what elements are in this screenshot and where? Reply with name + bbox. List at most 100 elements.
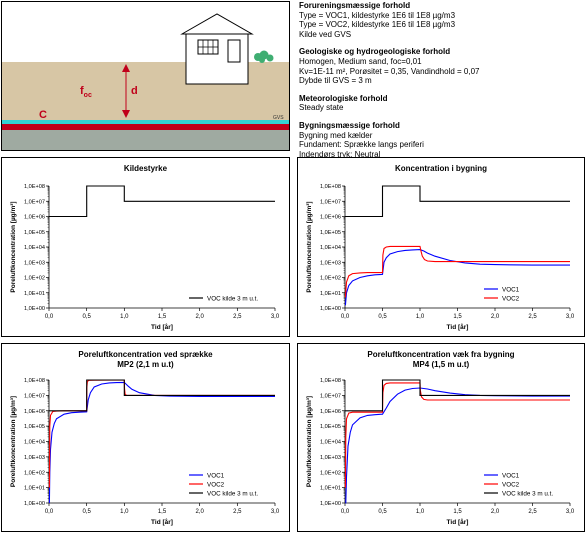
y-tick-label: 1,0E+08: [320, 378, 341, 384]
info-section-contamination: Forureningsmæssige forhold Type = VOC1, …: [299, 1, 585, 39]
series-line: [48, 381, 275, 504]
tree-icon: [254, 50, 274, 63]
section-heading: Bygningsmæssige forhold: [299, 120, 400, 130]
gvs-label: GVS: [273, 115, 284, 121]
x-tick-label: 1,0: [120, 314, 129, 320]
info-line: Kilde ved GVS: [299, 29, 352, 39]
info-line: Dybde til GVS = 3 m: [299, 76, 372, 86]
info-line: Homogen, Medium sand, foc=0,01: [299, 56, 422, 66]
y-tick-label: 1,0E+02: [320, 276, 341, 282]
x-tick-label: 2,0: [491, 509, 500, 515]
x-tick-label: 0,5: [378, 314, 387, 320]
info-section-meteorology: Meteorologiske forhold Steady state: [299, 94, 585, 113]
y-tick-label: 1,0E+04: [24, 245, 45, 251]
x-tick-label: 1,5: [453, 314, 462, 320]
legend-label: VOC1: [207, 472, 225, 479]
info-line: Type = VOC2, kildestyrke 1E6 til 1E8 µg/…: [299, 20, 456, 30]
info-line: Indendørs tryk: Neutral: [299, 149, 381, 159]
y-tick-label: 1,0E+01: [320, 486, 341, 492]
y-tick-label: 1,0E+06: [320, 409, 341, 415]
x-tick-label: 3,0: [566, 509, 575, 515]
y-tick-label: 1,0E+06: [24, 409, 45, 415]
x-tick-label: 1,0: [416, 314, 425, 320]
series-line: [344, 249, 570, 306]
foc-label: foc: [80, 85, 92, 99]
info-line: Fundament: Sprække langs periferi: [299, 140, 424, 150]
x-tick-label: 0,5: [82, 509, 91, 515]
x-tick-label: 0,5: [82, 314, 91, 320]
section-heading: Geologiske og hydrogeologiske forhold: [299, 47, 451, 57]
scenario-description: Forureningsmæssige forhold Type = VOC1, …: [299, 1, 585, 159]
y-tick-label: 1,0E+08: [24, 378, 45, 384]
y-tick-label: 1,0E+06: [24, 215, 45, 221]
depth-arrow: [122, 64, 130, 118]
y-tick-label: 1,0E+05: [320, 424, 341, 430]
y-tick-label: 1,0E+07: [320, 393, 341, 399]
series-line: [344, 245, 570, 298]
site-scene: foc d C GVS: [1, 1, 290, 151]
x-tick-label: 2,0: [195, 509, 204, 515]
x-tick-label: 2,5: [528, 314, 537, 320]
y-tick-label: 1,0E+08: [320, 184, 341, 190]
depth-label: d: [131, 85, 138, 97]
x-tick-label: 0,0: [341, 314, 350, 320]
y-tick-label: 1,0E+04: [24, 440, 45, 446]
y-tick-label: 1,0E+01: [24, 486, 45, 492]
y-tick-label: 1,0E+07: [24, 199, 45, 205]
y-tick-label: 1,0E+00: [24, 501, 45, 507]
site-scene-drawing: foc d C GVS: [2, 2, 289, 150]
y-tick-label: 1,0E+06: [320, 215, 341, 221]
y-tick-label: 1,0E+05: [24, 424, 45, 430]
x-tick-label: 3,0: [566, 314, 575, 320]
x-tick-label: 1,5: [453, 509, 462, 515]
legend-label: VOC2: [502, 295, 520, 302]
legend-label: VOC1: [502, 286, 520, 293]
info-line: Bygning med kælder: [299, 130, 373, 140]
y-axis-label: Poreluftkoncentration [µg/m³]: [10, 396, 17, 487]
chart-panel-source-strength: Kildestyrke 1,0E+00 1,0E+01 1,0E+02 1,0E+03 1…: [1, 157, 290, 337]
chart-title: Koncentration i bygning: [395, 164, 487, 173]
water-table-line: [2, 120, 289, 124]
x-axis-label: Tid [år]: [151, 518, 173, 526]
y-tick-label: 1,0E+07: [24, 393, 45, 399]
house-icon: [180, 13, 254, 85]
x-tick-label: 1,5: [158, 509, 167, 515]
saturated-zone: [2, 130, 289, 150]
x-tick-label: 2,5: [528, 509, 537, 515]
x-tick-label: 1,5: [158, 314, 167, 320]
info-line: Kv=1E-11 m², Porøsitet = 0,35, Vandindho…: [299, 66, 480, 76]
y-tick-label: 1,0E+01: [24, 291, 45, 297]
y-axis-label: Poreluftkoncentration [µg/m³]: [306, 396, 313, 487]
y-tick-label: 1,0E+05: [320, 230, 341, 236]
chart-panel-away-from-building: Poreluftkoncentration væk fra bygning MP4…: [297, 343, 585, 532]
x-axis-label: Tid [år]: [447, 323, 469, 331]
y-tick-label: 1,0E+01: [320, 291, 341, 297]
legend-label: VOC2: [207, 481, 225, 488]
concentration-label: C: [39, 109, 47, 121]
y-tick-label: 1,0E+00: [320, 501, 341, 507]
legend-label: VOC kilde 3 m u.t.: [502, 490, 553, 497]
x-tick-label: 1,0: [416, 509, 425, 515]
x-tick-label: 0,0: [341, 509, 350, 515]
y-tick-label: 1,0E+08: [24, 184, 45, 190]
y-tick-label: 1,0E+03: [320, 455, 341, 461]
y-tick-label: 1,0E+03: [24, 455, 45, 461]
chart-title: Poreluftkoncentration ved sprække: [78, 350, 213, 359]
y-tick-label: 1,0E+02: [24, 276, 45, 282]
x-axis-label: Tid [år]: [151, 323, 173, 331]
y-tick-label: 1,0E+02: [24, 470, 45, 476]
y-tick-label: 1,0E+07: [320, 199, 341, 205]
x-tick-label: 0,0: [45, 509, 54, 515]
y-tick-label: 1,0E+04: [320, 440, 341, 446]
legend-label: VOC kilde 3 m u.t.: [207, 295, 258, 302]
y-axis-label: Poreluftkoncentration [µg/m³]: [306, 201, 313, 292]
y-tick-label: 1,0E+03: [320, 260, 341, 266]
y-tick-label: 1,0E+03: [24, 260, 45, 266]
x-tick-label: 2,5: [233, 509, 242, 515]
info-line: Type = VOC1, kildestyrke 1E6 til 1E8 µg/…: [299, 10, 456, 20]
info-section-building: Bygningsmæssige forhold Bygning med kæld…: [299, 121, 585, 159]
x-tick-label: 3,0: [271, 509, 280, 515]
series-line: [49, 379, 275, 412]
y-tick-label: 1,0E+02: [320, 470, 341, 476]
